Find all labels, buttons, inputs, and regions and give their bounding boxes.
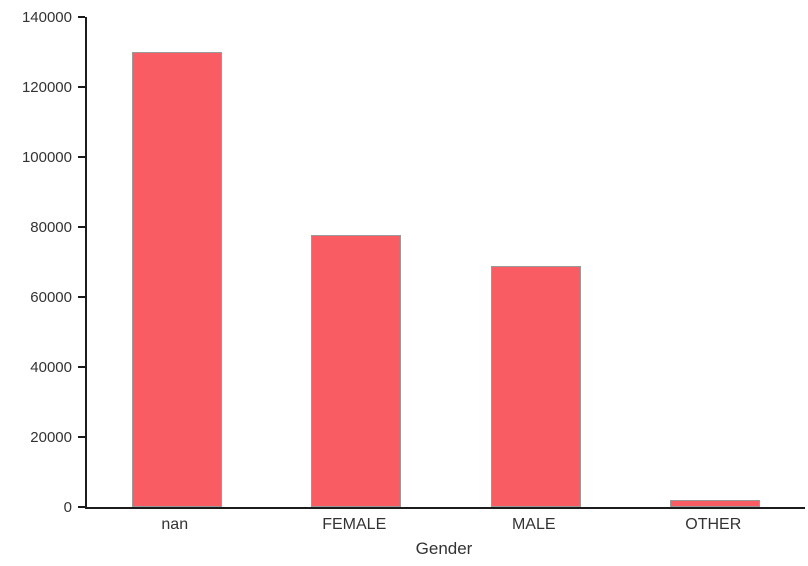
y-tick-mark <box>78 226 85 228</box>
x-tick-label: nan <box>161 516 189 533</box>
y-tick-label: 80000 <box>30 218 72 236</box>
y-tick-mark <box>78 366 85 368</box>
y-tick-label: 40000 <box>30 358 72 376</box>
plot-area <box>85 17 805 509</box>
bar-nan <box>131 52 222 507</box>
y-tick-mark <box>78 86 85 88</box>
y-tick-label: 140000 <box>21 8 72 26</box>
bar-other <box>670 500 761 507</box>
x-axis-title: Gender <box>415 539 473 558</box>
y-tick-label: 120000 <box>21 78 72 96</box>
y-tick-label: 0 <box>63 498 72 516</box>
x-tick-label: OTHER <box>685 516 742 533</box>
y-tick-mark <box>78 16 85 18</box>
x-tick-label: FEMALE <box>322 516 387 533</box>
y-tick-label: 20000 <box>30 428 72 446</box>
bar-female <box>311 234 402 507</box>
y-tick-mark <box>78 296 85 298</box>
y-tick-mark <box>78 156 85 158</box>
y-tick-mark <box>78 506 85 508</box>
bar-male <box>490 266 581 507</box>
x-tick-label: MALE <box>511 516 556 533</box>
y-tick-label: 60000 <box>30 288 72 306</box>
y-tick-label: 100000 <box>21 148 72 166</box>
y-tick-mark <box>78 436 85 438</box>
